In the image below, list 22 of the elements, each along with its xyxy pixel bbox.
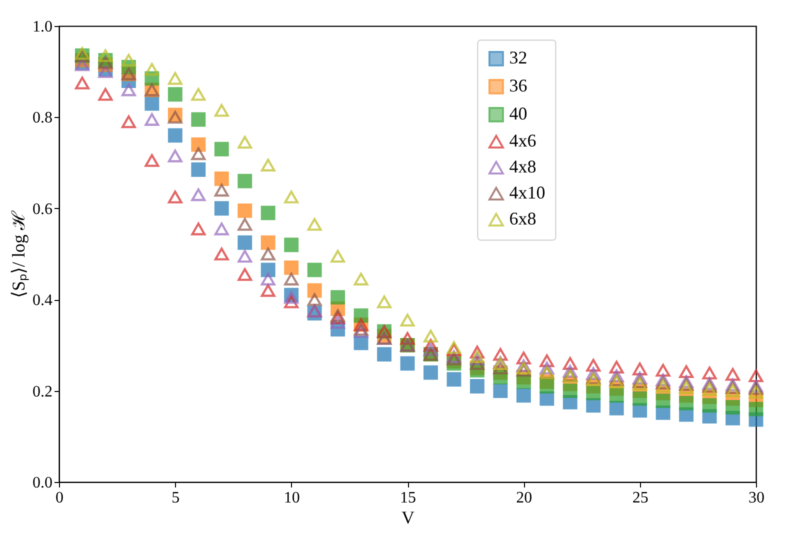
legend-label: 40 [509,104,528,124]
x-tick-label: 10 [284,490,300,506]
y-tick-label: 0.2 [32,383,52,400]
x-tick-label: 30 [748,490,764,506]
legend-label: 36 [509,76,528,96]
x-axis-title: V [402,508,414,528]
y-tick-label: 1.0 [32,18,52,36]
x-tick-label: 20 [516,490,532,506]
legend-label: 4x10 [509,182,546,203]
y-tick-label: 0.8 [32,110,52,127]
x-tick-label: 5 [172,490,180,506]
x-tick-label: 0 [56,490,64,506]
y-tick-label: 0.6 [32,200,52,218]
x-tick-label: 25 [632,490,648,506]
y-tick-label: 0.0 [32,474,52,492]
y-axis-title: ⟨Sₚ⟩/ log ℋ [8,210,30,298]
legend-label: 4x6 [509,130,536,151]
legend-label: 6x8 [509,208,536,229]
x-tick-label: 15 [400,490,416,506]
legend-label: 32 [509,48,528,68]
y-tick-label: 0.4 [32,292,52,310]
legend-label: 4x8 [509,156,536,177]
